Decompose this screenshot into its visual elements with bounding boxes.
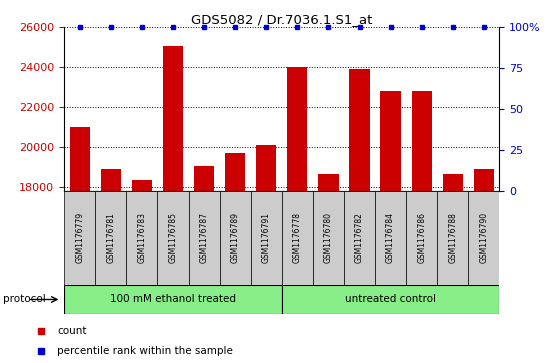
Bar: [287, 67, 307, 191]
Bar: [132, 180, 152, 191]
Bar: [126, 191, 157, 285]
Text: percentile rank within the sample: percentile rank within the sample: [57, 346, 233, 356]
Bar: [95, 191, 126, 285]
Title: GDS5082 / Dr.7036.1.S1_at: GDS5082 / Dr.7036.1.S1_at: [191, 13, 373, 26]
Text: GSM1176786: GSM1176786: [417, 212, 426, 263]
Bar: [313, 191, 344, 285]
Bar: [157, 191, 189, 285]
Text: GSM1176783: GSM1176783: [137, 212, 146, 263]
Text: GSM1176791: GSM1176791: [262, 212, 271, 263]
Text: GSM1176781: GSM1176781: [107, 212, 116, 263]
Bar: [381, 91, 401, 191]
Bar: [349, 69, 369, 191]
Bar: [375, 191, 406, 285]
Text: count: count: [57, 326, 86, 336]
Text: GSM1176784: GSM1176784: [386, 212, 395, 263]
Bar: [225, 153, 246, 191]
Text: GSM1176787: GSM1176787: [200, 212, 209, 263]
Text: untreated control: untreated control: [345, 294, 436, 305]
Bar: [70, 127, 90, 191]
Bar: [437, 191, 468, 285]
Bar: [474, 169, 494, 191]
Bar: [282, 191, 313, 285]
Text: GSM1176778: GSM1176778: [293, 212, 302, 263]
Bar: [442, 174, 463, 191]
Bar: [163, 46, 183, 191]
Text: GSM1176782: GSM1176782: [355, 212, 364, 263]
Bar: [220, 191, 251, 285]
Bar: [318, 174, 339, 191]
Bar: [282, 285, 499, 314]
Bar: [189, 191, 220, 285]
Bar: [64, 191, 95, 285]
Bar: [194, 166, 214, 191]
Bar: [100, 169, 121, 191]
Text: protocol: protocol: [3, 294, 46, 305]
Text: GSM1176789: GSM1176789: [230, 212, 239, 263]
Bar: [412, 91, 432, 191]
Bar: [251, 191, 282, 285]
Bar: [64, 285, 282, 314]
Text: GSM1176788: GSM1176788: [448, 212, 457, 263]
Text: GSM1176785: GSM1176785: [169, 212, 177, 263]
Text: GSM1176780: GSM1176780: [324, 212, 333, 263]
Bar: [468, 191, 499, 285]
Bar: [406, 191, 437, 285]
Text: 100 mM ethanol treated: 100 mM ethanol treated: [110, 294, 236, 305]
Bar: [256, 145, 276, 191]
Bar: [344, 191, 375, 285]
Text: GSM1176779: GSM1176779: [75, 212, 84, 263]
Text: GSM1176790: GSM1176790: [479, 212, 488, 263]
